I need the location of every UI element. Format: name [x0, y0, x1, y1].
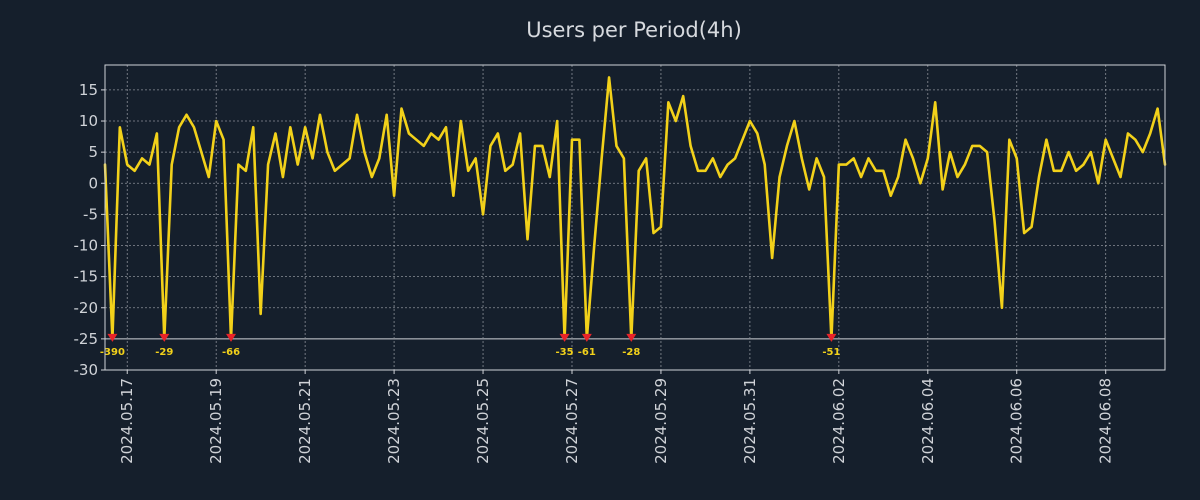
y-tick-label: -5 — [83, 205, 98, 223]
y-tick-label: 5 — [88, 143, 98, 161]
y-tick-label: 15 — [79, 81, 98, 99]
chart-title: Users per Period(4h) — [526, 18, 742, 42]
plot-frame — [104, 64, 1166, 371]
series-layer — [103, 76, 1167, 341]
outlier-label: -390 — [100, 347, 125, 358]
outlier-marker — [581, 333, 592, 342]
outlier-marker — [626, 333, 637, 342]
x-tick-label: 2024.06.06 — [1008, 378, 1026, 464]
outlier-label: -51 — [822, 347, 840, 358]
x-tick-label: 2024.05.29 — [652, 378, 670, 464]
x-tick-label: 2024.06.02 — [830, 378, 848, 464]
outlier-label: -66 — [222, 347, 240, 358]
y-tick-label: -25 — [74, 330, 99, 348]
y-tick-label: -20 — [74, 299, 99, 317]
outlier-marker — [226, 333, 237, 342]
x-tick-label: 2024.06.08 — [1097, 378, 1115, 464]
outlier-label: -61 — [578, 347, 596, 358]
outlier-marker — [826, 333, 837, 342]
x-tick-label: 2024.05.21 — [296, 378, 314, 464]
outlier-marker — [159, 333, 170, 342]
y-tick-label: 10 — [79, 112, 98, 130]
x-tick-label: 2024.05.19 — [207, 378, 225, 464]
series-line — [103, 76, 1167, 341]
y-tick-label: -30 — [74, 361, 99, 379]
x-tick-label: 2024.05.23 — [385, 378, 403, 464]
x-tick-label: 2024.05.17 — [118, 378, 136, 464]
outlier-marker — [559, 333, 570, 342]
x-tick-label: 2024.06.04 — [919, 378, 937, 464]
outlier-label: -29 — [155, 347, 173, 358]
x-tick-label: 2024.05.27 — [563, 378, 581, 464]
y-tick-label: -15 — [74, 268, 99, 286]
y-tick-label: 0 — [88, 174, 98, 192]
outlier-marker — [107, 333, 118, 342]
x-tick-label: 2024.05.25 — [474, 378, 492, 464]
outlier-markers: -390 -29 -66 -35 -61 -28 -51 — [100, 333, 841, 358]
axes: 15 10 5 0 -5 -10 -15 -20 -25 -30 2024.05.17 2024.05… — [74, 81, 1115, 464]
outlier-label: -35 — [556, 347, 574, 358]
y-tick-label: -10 — [74, 237, 99, 255]
outlier-label: -28 — [622, 347, 640, 358]
x-tick-label: 2024.05.31 — [741, 378, 759, 464]
